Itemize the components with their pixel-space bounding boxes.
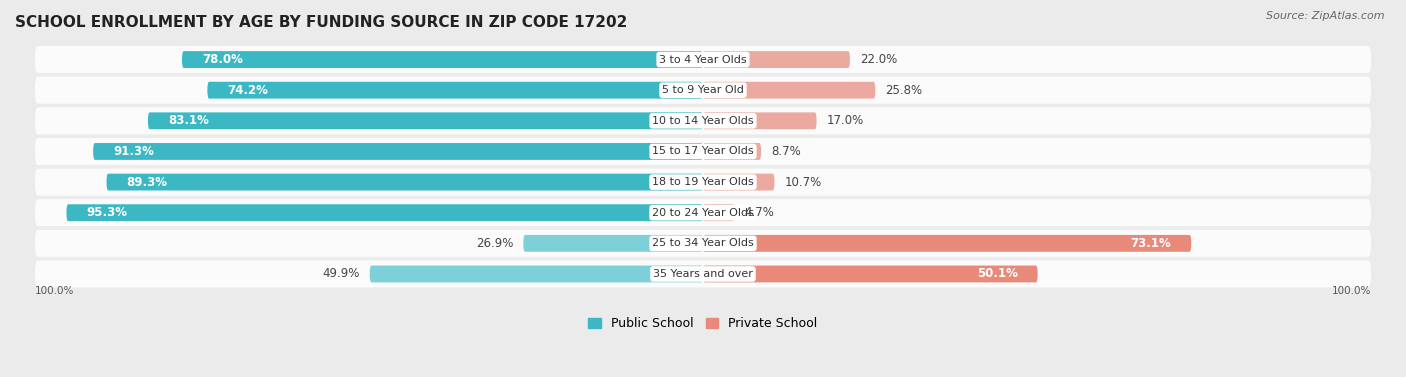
Text: 15 to 17 Year Olds: 15 to 17 Year Olds (652, 146, 754, 156)
FancyBboxPatch shape (148, 112, 703, 129)
Text: 18 to 19 Year Olds: 18 to 19 Year Olds (652, 177, 754, 187)
FancyBboxPatch shape (703, 82, 876, 99)
FancyBboxPatch shape (35, 261, 1371, 287)
FancyBboxPatch shape (35, 107, 1371, 134)
Text: 20 to 24 Year Olds: 20 to 24 Year Olds (652, 208, 754, 218)
FancyBboxPatch shape (703, 112, 817, 129)
Text: 10.7%: 10.7% (785, 176, 821, 188)
Text: 8.7%: 8.7% (770, 145, 801, 158)
FancyBboxPatch shape (35, 138, 1371, 165)
Text: 78.0%: 78.0% (202, 53, 243, 66)
Text: 35 Years and over: 35 Years and over (652, 269, 754, 279)
Text: 89.3%: 89.3% (127, 176, 167, 188)
FancyBboxPatch shape (370, 265, 703, 282)
Text: 26.9%: 26.9% (475, 237, 513, 250)
FancyBboxPatch shape (93, 143, 703, 160)
Text: Source: ZipAtlas.com: Source: ZipAtlas.com (1267, 11, 1385, 21)
Text: 100.0%: 100.0% (35, 286, 75, 296)
FancyBboxPatch shape (703, 235, 1191, 252)
FancyBboxPatch shape (35, 169, 1371, 196)
Text: 10 to 14 Year Olds: 10 to 14 Year Olds (652, 116, 754, 126)
FancyBboxPatch shape (703, 265, 1038, 282)
Text: SCHOOL ENROLLMENT BY AGE BY FUNDING SOURCE IN ZIP CODE 17202: SCHOOL ENROLLMENT BY AGE BY FUNDING SOUR… (15, 15, 627, 30)
FancyBboxPatch shape (35, 46, 1371, 73)
Text: 5 to 9 Year Old: 5 to 9 Year Old (662, 85, 744, 95)
Text: 4.7%: 4.7% (744, 206, 775, 219)
Legend: Public School, Private School: Public School, Private School (588, 317, 818, 330)
FancyBboxPatch shape (107, 174, 703, 190)
FancyBboxPatch shape (66, 204, 703, 221)
FancyBboxPatch shape (35, 230, 1371, 257)
Text: 25.8%: 25.8% (886, 84, 922, 97)
Text: 83.1%: 83.1% (167, 114, 209, 127)
FancyBboxPatch shape (703, 51, 851, 68)
FancyBboxPatch shape (35, 77, 1371, 104)
FancyBboxPatch shape (523, 235, 703, 252)
Text: 3 to 4 Year Olds: 3 to 4 Year Olds (659, 55, 747, 64)
Text: 22.0%: 22.0% (860, 53, 897, 66)
Text: 91.3%: 91.3% (114, 145, 155, 158)
FancyBboxPatch shape (703, 143, 761, 160)
FancyBboxPatch shape (181, 51, 703, 68)
Text: 74.2%: 74.2% (228, 84, 269, 97)
FancyBboxPatch shape (35, 199, 1371, 226)
Text: 17.0%: 17.0% (827, 114, 863, 127)
Text: 95.3%: 95.3% (87, 206, 128, 219)
FancyBboxPatch shape (703, 204, 734, 221)
Text: 50.1%: 50.1% (977, 267, 1018, 280)
Text: 25 to 34 Year Olds: 25 to 34 Year Olds (652, 238, 754, 248)
Text: 73.1%: 73.1% (1130, 237, 1171, 250)
FancyBboxPatch shape (207, 82, 703, 99)
FancyBboxPatch shape (703, 174, 775, 190)
Text: 100.0%: 100.0% (1331, 286, 1371, 296)
Text: 49.9%: 49.9% (322, 267, 360, 280)
